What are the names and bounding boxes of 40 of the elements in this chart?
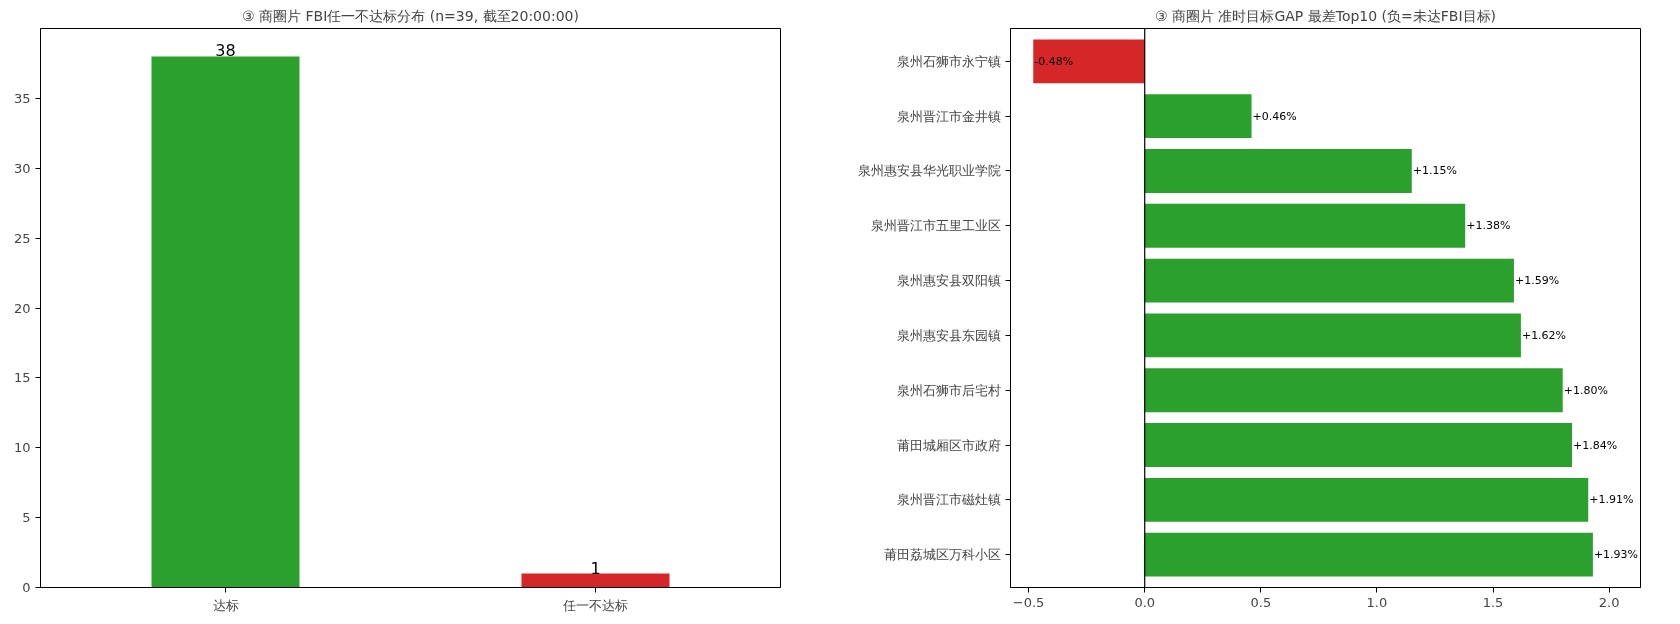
x-tick-label: 1.0: [1366, 594, 1388, 610]
x-tick-label: 0.5: [1250, 594, 1272, 610]
chart-title: ③ 商圈片 准时目标GAP 最差Top10 (负=未达FBI目标): [1154, 7, 1497, 24]
x-tick-label: 2.0: [1598, 594, 1620, 610]
data-label: +1.91%: [1589, 493, 1634, 507]
y-tick-label: 15: [13, 370, 31, 386]
y-tick-label: 莆田荔城区万科小区: [883, 547, 1001, 563]
data-label: +0.46%: [1252, 109, 1297, 123]
y-tick-label: 泉州晋江市磁灶镇: [896, 492, 1001, 508]
data-label: +1.84%: [1573, 438, 1618, 452]
x-tick-label: 0.0: [1134, 594, 1156, 610]
y-tick-label: 泉州晋江市金井镇: [896, 108, 1001, 124]
y-tick-label: 35: [13, 90, 31, 106]
y-tick-label: 泉州惠安县华光职业学院: [857, 163, 1001, 179]
data-label: +1.15%: [1412, 164, 1457, 178]
data-label: +1.80%: [1563, 383, 1608, 397]
y-tick-label: 20: [13, 300, 31, 316]
y-tick-label: 莆田城厢区市政府: [896, 437, 1001, 453]
x-tick-label: 任一不达标: [562, 597, 628, 613]
data-label: 1: [590, 558, 601, 578]
chart-title: ③ 商圈片 FBI任一不达标分布 (n=39, 截至20:00:00): [242, 7, 579, 24]
data-label: +1.59%: [1514, 274, 1560, 288]
data-label: +1.38%: [1466, 219, 1511, 233]
data-label: 38: [215, 41, 236, 61]
y-tick-label: 泉州石狮市永宁镇: [896, 53, 1001, 69]
y-tick-label: 10: [13, 440, 31, 456]
x-tick-label: 1.5: [1482, 594, 1504, 610]
x-tick-label: 达标: [212, 597, 239, 613]
y-tick-label: 泉州晋江市五里工业区: [870, 218, 1001, 234]
y-tick-label: 泉州石狮市后宅村: [896, 382, 1001, 398]
y-tick-label: 30: [13, 160, 31, 176]
y-tick-label: 泉州惠安县双阳镇: [896, 273, 1001, 289]
data-label: -0.48%: [1034, 54, 1074, 68]
y-tick-label: 5: [22, 510, 31, 526]
y-tick-label: 0: [22, 580, 31, 595]
x-tick-label: −0.5: [1012, 594, 1045, 610]
y-tick-label: 25: [13, 230, 31, 246]
data-label: +1.93%: [1593, 548, 1639, 562]
y-tick-label: 泉州惠安县东园镇: [896, 327, 1001, 343]
data-label: +1.62%: [1521, 328, 1567, 342]
